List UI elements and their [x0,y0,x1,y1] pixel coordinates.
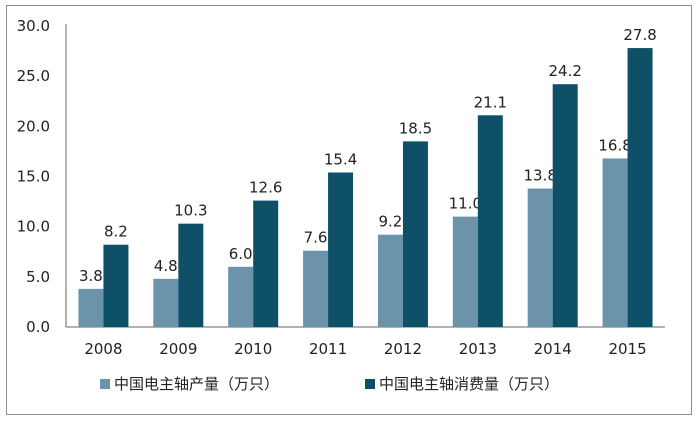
bar-production [377,234,403,327]
bar-consumption [552,84,578,328]
data-label-production: 7.6 [304,229,328,247]
y-tick-label: 5.0 [26,268,50,286]
bar-consumption [178,223,204,327]
bar-production [527,188,553,327]
bar-production [452,216,478,327]
y-tick-label: 20.0 [17,117,50,135]
bar-consumption [477,115,503,328]
legend-swatch [100,379,110,389]
x-tick-label: 2010 [234,340,272,358]
data-label-production: 9.2 [379,213,403,231]
y-tick-label: 10.0 [17,218,50,236]
bar-consumption [253,200,279,327]
data-label-production: 6.0 [229,245,253,263]
bar-production [228,266,254,327]
data-label-production: 11.0 [449,195,482,213]
bar-production [602,158,628,327]
bar-consumption [103,244,129,327]
y-tick-label: 25.0 [17,67,50,85]
legend-label: 中国电主轴消费量（万只） [379,375,559,393]
x-tick-label: 2015 [608,340,646,358]
data-label-production: 4.8 [154,257,178,275]
data-label-consumption: 10.3 [174,202,207,220]
data-label-consumption: 18.5 [399,119,432,137]
y-tick-label: 15.0 [17,168,50,186]
data-label-production: 3.8 [79,267,103,285]
x-tick-label: 2012 [384,340,422,358]
bar-production [78,288,104,327]
data-label-consumption: 8.2 [104,223,128,241]
bar-consumption [328,172,354,327]
legend-label: 中国电主轴产量（万只） [114,375,279,393]
data-label-consumption: 12.6 [249,179,282,197]
data-label-consumption: 24.2 [548,62,581,80]
x-tick-label: 2008 [84,340,122,358]
bar-production [153,278,179,327]
data-label-consumption: 27.8 [623,26,656,44]
bar-consumption [402,141,428,327]
legend-swatch [365,379,375,389]
data-label-production: 13.8 [523,167,556,185]
x-tick-label: 2013 [459,340,497,358]
y-tick-label: 0.0 [26,318,50,336]
x-tick-label: 2014 [534,340,572,358]
y-tick-label: 30.0 [17,17,50,35]
x-tick-label: 2009 [159,340,197,358]
bar-production [303,250,329,327]
data-label-consumption: 15.4 [324,150,357,168]
data-label-consumption: 21.1 [474,93,507,111]
x-tick-label: 2011 [309,340,347,358]
data-label-production: 16.8 [598,136,631,154]
bar-consumption [627,48,653,327]
